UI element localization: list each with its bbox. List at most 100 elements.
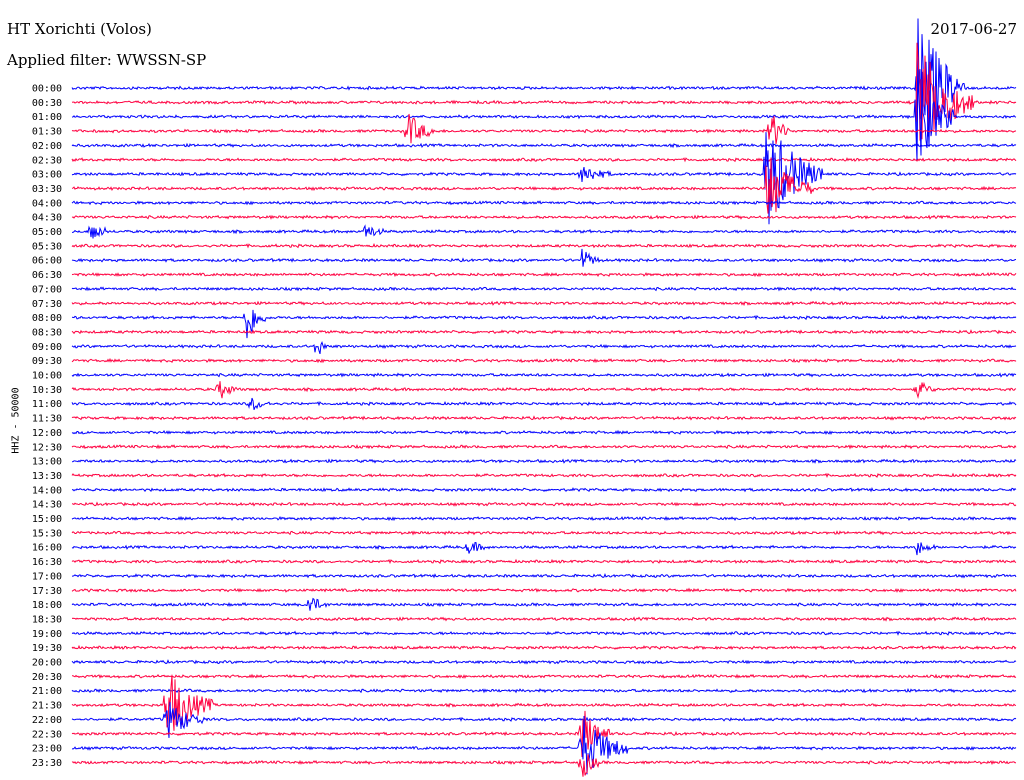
trace-row-2330 <box>71 754 1016 777</box>
trace-row-0830 <box>71 329 1017 335</box>
trace-row-1630 <box>71 558 1017 565</box>
trace-row-0700 <box>71 286 1017 292</box>
row-time-label: 17:00 <box>32 571 62 582</box>
row-time-label: 05:00 <box>32 227 62 238</box>
row-time-label: 22:00 <box>32 715 62 726</box>
trace-row-1230 <box>71 444 1017 450</box>
trace-row-1200 <box>71 429 1017 436</box>
row-time-label: 02:30 <box>32 155 62 166</box>
row-time-label: 19:30 <box>32 643 62 654</box>
trace-row-2200 <box>71 702 1017 738</box>
row-time-label: 20:30 <box>32 672 62 683</box>
row-time-label: 04:00 <box>32 198 62 209</box>
row-time-label: 05:30 <box>32 241 62 252</box>
trace-row-1700 <box>72 573 1017 579</box>
trace-row-2030 <box>71 673 1017 679</box>
row-time-label: 18:30 <box>32 614 62 625</box>
row-time-label: 11:30 <box>32 414 62 425</box>
trace-row-1330 <box>71 472 1017 479</box>
row-time-label: 21:00 <box>32 686 62 697</box>
trace-row-0330 <box>71 157 1017 214</box>
trace-row-2130 <box>71 674 1017 731</box>
row-time-label: 18:00 <box>32 600 62 611</box>
trace-row-1100 <box>71 397 1017 410</box>
row-time-label: 16:00 <box>32 543 62 554</box>
trace-row-1400 <box>71 487 1017 493</box>
row-time-label: 22:30 <box>32 729 62 740</box>
trace-row-0400 <box>71 200 1017 206</box>
trace-row-0300 <box>71 132 1017 225</box>
trace-row-1730 <box>71 587 1017 593</box>
row-time-label: 03:30 <box>32 184 62 195</box>
row-time-label: 12:00 <box>32 428 62 439</box>
row-time-label: 19:00 <box>32 629 62 640</box>
row-time-label: 08:00 <box>32 313 62 324</box>
trace-row-0130 <box>71 113 1017 145</box>
trace-row-1300 <box>71 458 1017 464</box>
trace-row-2300 <box>71 715 1017 775</box>
row-time-label: 01:30 <box>32 127 62 138</box>
trace-row-0200 <box>71 142 1017 149</box>
trace-row-0530 <box>71 243 1017 249</box>
trace-row-2230 <box>71 710 1017 758</box>
row-time-label: 11:00 <box>32 399 62 410</box>
trace-row-0900 <box>71 341 1017 355</box>
trace-row-0930 <box>71 357 1017 364</box>
row-time-label: 10:00 <box>32 371 62 382</box>
trace-row-1930 <box>71 644 1017 651</box>
row-time-label: 20:00 <box>32 658 62 669</box>
trace-row-0600 <box>71 248 1017 267</box>
row-time-label: 13:00 <box>32 457 62 468</box>
trace-row-1030 <box>71 381 1017 399</box>
trace-row-1900 <box>71 630 1017 636</box>
trace-row-0500 <box>72 224 1017 239</box>
row-time-label: 03:00 <box>32 170 62 181</box>
trace-row-1500 <box>71 515 1017 522</box>
trace-row-0100 <box>71 69 1017 161</box>
trace-row-1000 <box>71 372 1017 378</box>
trace-row-1800 <box>71 597 1017 611</box>
row-time-label: 23:30 <box>32 758 62 769</box>
row-time-label: 01:00 <box>32 112 62 123</box>
row-time-label: 07:30 <box>32 299 62 310</box>
row-time-label: 14:00 <box>32 485 62 496</box>
row-time-label: 00:30 <box>32 98 62 109</box>
row-time-label: 04:30 <box>32 213 62 224</box>
trace-row-1430 <box>71 501 1017 507</box>
row-time-label: 12:30 <box>32 442 62 453</box>
trace-row-1530 <box>71 530 1017 536</box>
row-time-label: 00:00 <box>32 84 62 95</box>
row-time-label: 08:30 <box>32 327 62 338</box>
row-time-label: 09:30 <box>32 356 62 367</box>
row-time-label: 15:30 <box>32 528 62 539</box>
trace-row-1830 <box>71 616 1017 622</box>
row-time-label: 06:30 <box>32 270 62 281</box>
row-time-label: 16:30 <box>32 557 62 568</box>
row-time-label: 02:00 <box>32 141 62 152</box>
filter-label: Applied filter: WWSSN-SP <box>7 51 207 69</box>
trace-row-1130 <box>71 415 1017 421</box>
trace-row-0800 <box>71 309 1017 339</box>
row-time-label: 10:30 <box>32 385 62 396</box>
row-time-label: 13:30 <box>32 471 62 482</box>
date-label: 2017-06-27 <box>930 20 1017 38</box>
trace-row-0730 <box>71 300 1017 307</box>
trace-row-2100 <box>71 688 1017 694</box>
row-time-label: 15:00 <box>32 514 62 525</box>
row-time-label: 21:30 <box>32 701 62 712</box>
row-time-label: 17:30 <box>32 586 62 597</box>
row-time-label: 09:00 <box>32 342 62 353</box>
row-time-label: 07:00 <box>32 284 62 295</box>
trace-row-0030 <box>71 42 1017 141</box>
trace-row-0230 <box>71 156 1017 163</box>
trace-row-2000 <box>71 659 1017 665</box>
station-title: HT Xorichti (Volos) <box>7 20 152 38</box>
row-time-label: 23:00 <box>32 744 62 755</box>
row-time-label: 14:30 <box>32 500 62 511</box>
trace-row-0000 <box>71 18 1017 149</box>
row-time-label: 06:00 <box>32 256 62 267</box>
trace-row-0430 <box>71 214 1017 220</box>
trace-row-1600 <box>71 541 1017 556</box>
trace-row-0630 <box>71 271 1017 278</box>
